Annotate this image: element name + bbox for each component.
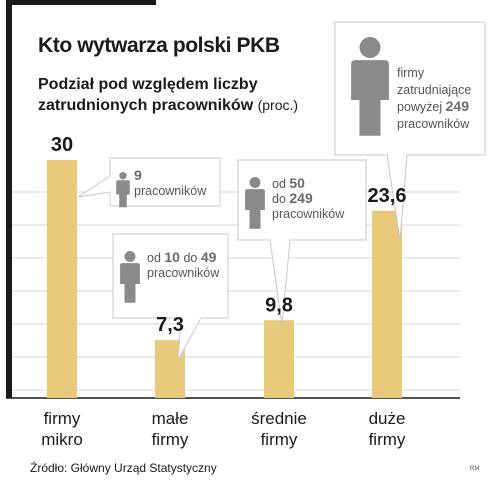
bar xyxy=(47,160,77,398)
top-rule xyxy=(6,0,156,5)
author-credit: RM xyxy=(470,466,480,472)
callout-text: pracowników xyxy=(134,184,207,198)
callout-text: zatrudniające xyxy=(397,83,471,97)
value-label: 9,8 xyxy=(265,294,293,316)
callout-text: powyżej 249 xyxy=(397,98,469,114)
left-rule xyxy=(6,0,12,398)
person-icon xyxy=(351,37,389,136)
person-icon xyxy=(116,172,130,208)
category-label: firmy xyxy=(44,409,81,428)
callout-text: 9 xyxy=(134,167,142,183)
chart-title: Kto wytwarza polski PKB xyxy=(38,34,280,57)
subtitle-line-2: zatrudnionych pracowników xyxy=(38,97,254,114)
category-label: duże xyxy=(369,409,406,428)
callout-text: pracowników xyxy=(272,207,345,221)
person-icon xyxy=(120,251,140,303)
callout-text: od 50 xyxy=(272,175,305,191)
unit-label: (proc.) xyxy=(257,97,299,113)
category-label: małe xyxy=(152,409,189,428)
callout-text: od 10 do 49 xyxy=(147,249,217,265)
callout-text: pracowników xyxy=(397,117,470,131)
bar xyxy=(264,320,294,398)
bar xyxy=(372,210,402,398)
category-label: firmy xyxy=(261,430,298,449)
category-label: firmy xyxy=(152,430,189,449)
value-label: 30 xyxy=(51,134,73,156)
value-label: 7,3 xyxy=(156,314,184,336)
category-label: średnie xyxy=(251,409,307,428)
person-icon xyxy=(245,177,265,229)
category-label: firmy xyxy=(369,430,406,449)
value-label: 23,6 xyxy=(368,185,407,207)
source-note: Źródło: Główny Urząd Statystyczny xyxy=(30,461,217,475)
callout-text: firmy xyxy=(397,66,425,80)
category-label: mikro xyxy=(41,430,83,449)
callout-pointer xyxy=(77,175,111,198)
callout-text: pracowników xyxy=(147,266,220,280)
chart-subtitle: Podział pod względem liczby zatrudnionyc… xyxy=(38,74,298,116)
subtitle-line-1: Podział pod względem liczby xyxy=(38,76,258,93)
callout-text: do 249 xyxy=(272,190,313,206)
